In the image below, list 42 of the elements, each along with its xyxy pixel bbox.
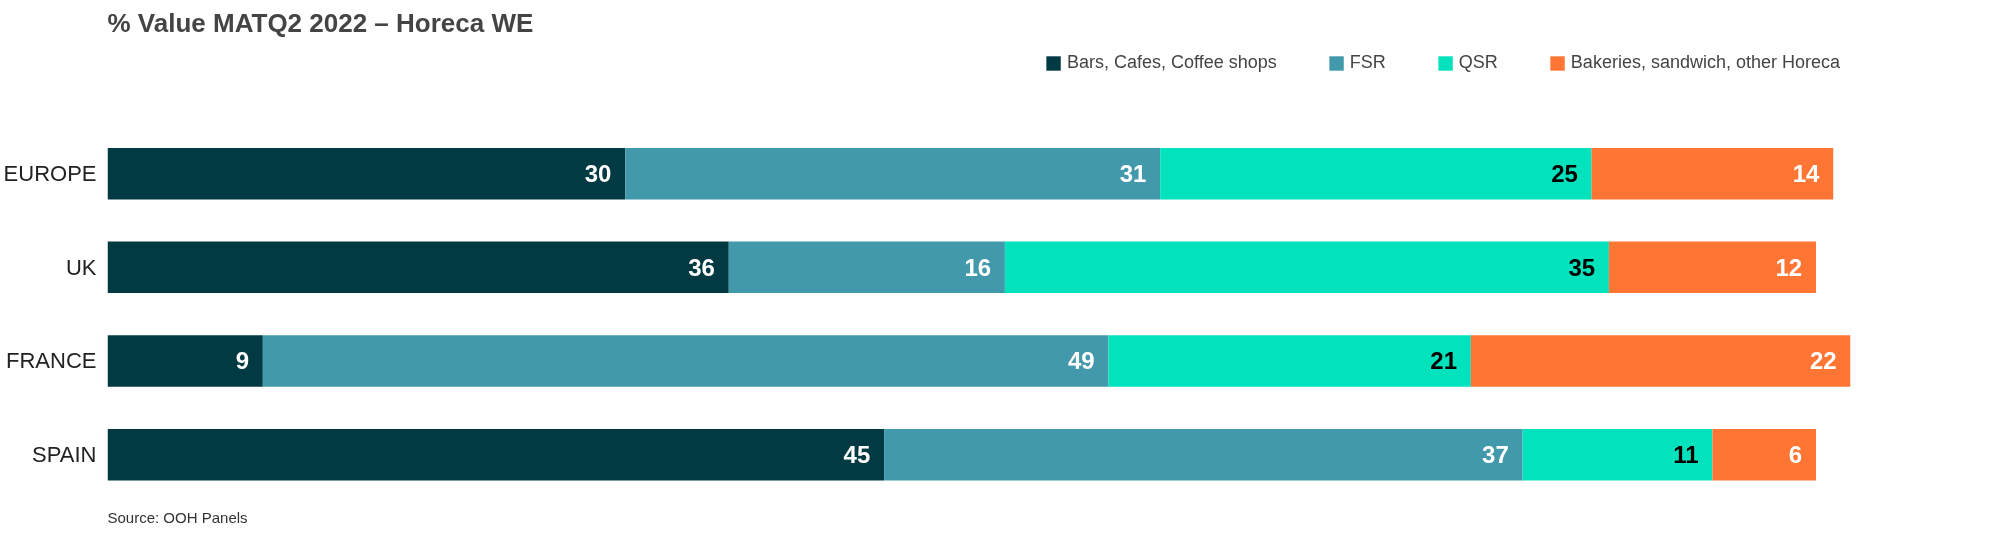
data-label: 36 — [688, 253, 715, 281]
bar — [107, 335, 263, 387]
y-tick-label: FRANCE — [6, 348, 97, 374]
chart-title: % Value MATQ2 2022 – Horeca WE — [107, 7, 534, 38]
data-label: 31 — [1119, 160, 1147, 188]
legend-label: QSR — [1458, 52, 1498, 73]
bar — [625, 147, 1161, 200]
data-label: 12 — [1775, 253, 1803, 281]
bar — [1522, 428, 1713, 481]
y-tick-label: UK — [65, 254, 97, 280]
data-label: 37 — [1482, 441, 1509, 469]
y-tick-label: EUROPE — [3, 161, 97, 187]
data-label: 49 — [1067, 347, 1095, 375]
legend-label: FSR — [1349, 52, 1386, 73]
data-label: 9 — [235, 347, 250, 375]
bar — [1591, 147, 1834, 200]
bar — [884, 428, 1523, 481]
legend-label: Bakeries, sandwich, other Horeca — [1570, 52, 1840, 73]
bar — [1608, 241, 1816, 294]
bar — [728, 241, 1005, 294]
bar — [107, 241, 729, 294]
y-tick-label: SPAIN — [32, 442, 97, 468]
data-label: 30 — [584, 160, 612, 188]
data-label: 35 — [1568, 253, 1596, 281]
data-label: 11 — [1673, 441, 1699, 469]
bar — [1108, 335, 1471, 387]
data-label: 22 — [1810, 347, 1837, 375]
data-label: 16 — [964, 253, 992, 281]
source-note: Source: OOH Panels — [107, 508, 248, 526]
data-label: 14 — [1792, 160, 1821, 188]
bar — [1470, 335, 1851, 387]
data-label: 25 — [1551, 160, 1578, 188]
data-label: 45 — [843, 441, 871, 469]
bar — [262, 335, 1109, 387]
data-label: 6 — [1788, 441, 1803, 469]
bar — [1712, 428, 1816, 481]
bar — [1160, 147, 1592, 200]
legend-label: Bars, Cafes, Coffee shops — [1067, 52, 1277, 73]
bar — [1004, 241, 1609, 294]
bar — [107, 428, 885, 481]
data-label: 21 — [1430, 347, 1458, 375]
bar — [107, 147, 626, 200]
